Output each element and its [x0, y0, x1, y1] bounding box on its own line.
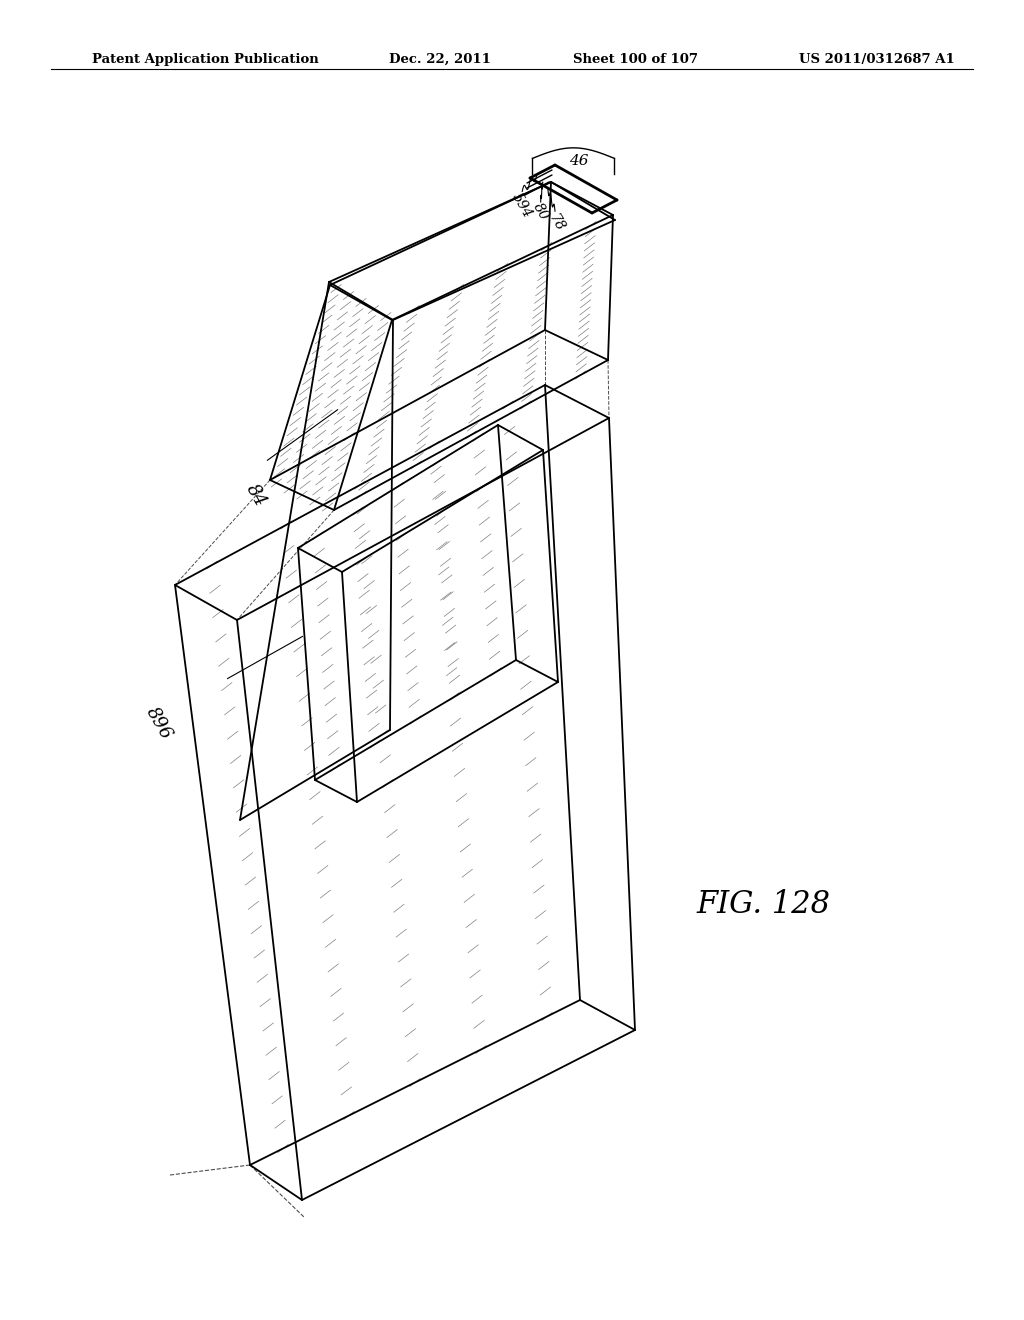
Text: Sheet 100 of 107: Sheet 100 of 107	[573, 53, 698, 66]
Text: 78: 78	[546, 211, 567, 234]
Text: 594: 594	[509, 190, 535, 220]
Text: FIG. 128: FIG. 128	[696, 888, 830, 920]
Text: 80: 80	[530, 201, 552, 223]
Text: Dec. 22, 2011: Dec. 22, 2011	[389, 53, 490, 66]
Text: 46: 46	[569, 153, 589, 168]
Text: Patent Application Publication: Patent Application Publication	[92, 53, 318, 66]
Text: 896: 896	[142, 704, 175, 743]
Text: 84: 84	[243, 480, 269, 510]
Text: US 2011/0312687 A1: US 2011/0312687 A1	[799, 53, 954, 66]
